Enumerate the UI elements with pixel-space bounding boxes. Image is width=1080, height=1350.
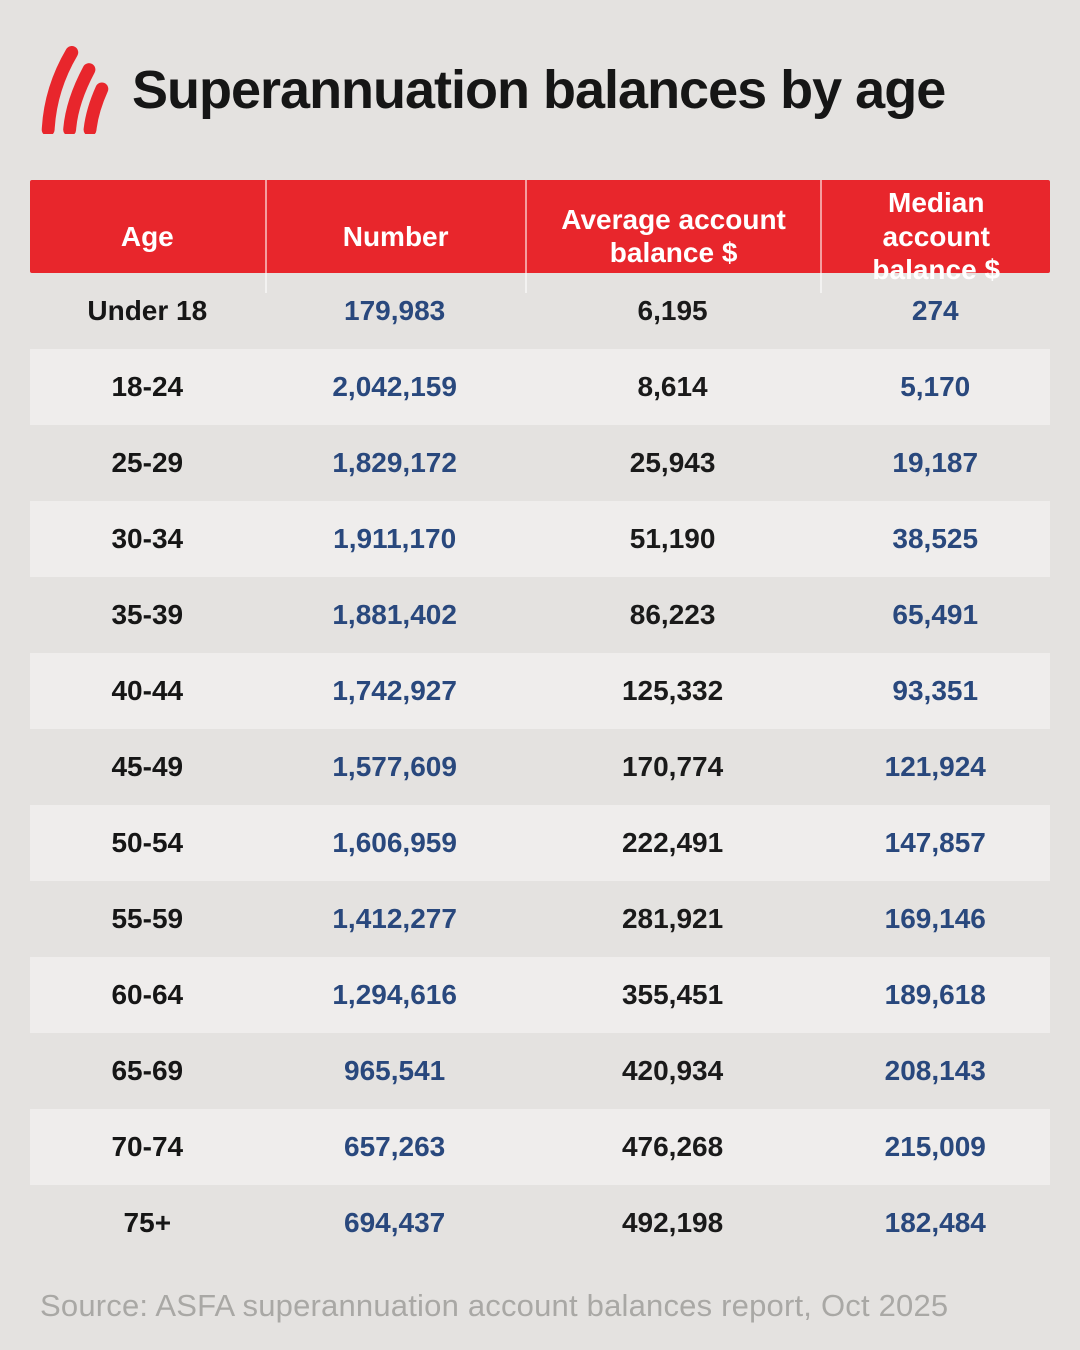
cell-average-balance: 51,190 (629, 523, 716, 554)
cell-age: Under 18 (87, 295, 208, 326)
cell-number: 2,042,159 (332, 371, 457, 402)
cell-median-balance: 5,170 (900, 371, 971, 402)
table-row: 45-49 1,577,609 170,774 121,924 (30, 729, 1050, 805)
cell-age: 45-49 (111, 751, 184, 782)
masthead: Superannuation balances by age (30, 0, 1050, 180)
cell-age: 40-44 (111, 675, 184, 706)
cell-number: 179,983 (344, 295, 446, 326)
cell-number: 657,263 (344, 1131, 446, 1162)
cell-average-balance: 420,934 (621, 1055, 724, 1086)
table-row: 50-54 1,606,959 222,491 147,857 (30, 805, 1050, 881)
table-row: 65-69 965,541 420,934 208,143 (30, 1033, 1050, 1109)
cell-median-balance: 169,146 (884, 903, 986, 934)
cell-number: 1,294,616 (332, 979, 457, 1010)
cell-median-balance: 208,143 (884, 1055, 986, 1086)
cell-number: 1,412,277 (332, 903, 457, 934)
cell-age: 18-24 (111, 371, 184, 402)
cell-median-balance: 189,618 (884, 979, 986, 1010)
source-attribution: Source: ASFA superannuation account bala… (40, 1287, 949, 1323)
cell-age: 25-29 (111, 447, 184, 478)
table-row: Under 18 179,983 6,195 274 (30, 273, 1050, 349)
cell-average-balance: 222,491 (621, 827, 724, 858)
table-row: 75+ 694,437 492,198 182,484 (30, 1185, 1050, 1261)
table-row: 30-34 1,911,170 51,190 38,525 (30, 501, 1050, 577)
table-header-row: Age Number Average account balance $ Med… (30, 180, 1050, 293)
cell-average-balance: 281,921 (621, 903, 724, 934)
cell-average-balance: 6,195 (637, 295, 708, 326)
cell-age: 65-69 (111, 1055, 184, 1086)
cell-number: 1,829,172 (332, 447, 457, 478)
cell-average-balance: 25,943 (629, 447, 716, 478)
cell-average-balance: 492,198 (621, 1207, 724, 1238)
page-title: Superannuation balances by age (132, 60, 946, 120)
cell-median-balance: 19,187 (892, 447, 979, 478)
cell-median-balance: 182,484 (884, 1207, 986, 1238)
cell-number: 965,541 (344, 1055, 446, 1086)
cell-median-balance: 65,491 (892, 599, 979, 630)
cell-average-balance: 355,451 (621, 979, 724, 1010)
cell-median-balance: 274 (911, 295, 959, 326)
table-row: 18-24 2,042,159 8,614 5,170 (30, 349, 1050, 425)
cell-median-balance: 93,351 (892, 675, 979, 706)
cell-median-balance: 38,525 (892, 523, 979, 554)
table-row: 40-44 1,742,927 125,332 93,351 (30, 653, 1050, 729)
cell-average-balance: 8,614 (637, 371, 708, 402)
table-body: Under 18 179,983 6,195 274 18-24 2,042,1… (30, 273, 1050, 1261)
cell-age: 50-54 (111, 827, 184, 858)
column-header-number: Number (264, 180, 525, 293)
column-header-age: Age (120, 220, 174, 252)
cell-number: 1,881,402 (332, 599, 457, 630)
sbs-logo-icon (40, 46, 110, 134)
cell-age: 70-74 (111, 1131, 184, 1162)
cell-average-balance: 170,774 (621, 751, 724, 782)
column-header-average-balance: Average account balance $ (524, 180, 821, 293)
cell-age: 35-39 (111, 599, 184, 630)
cell-number: 1,606,959 (332, 827, 457, 858)
cell-number: 1,742,927 (332, 675, 457, 706)
cell-median-balance: 215,009 (884, 1131, 986, 1162)
cell-age: 30-34 (111, 523, 184, 554)
table-row: 60-64 1,294,616 355,451 189,618 (30, 957, 1050, 1033)
cell-age: 60-64 (111, 979, 184, 1010)
superannuation-table: Age Number Average account balance $ Med… (30, 180, 1050, 1261)
table-row: 70-74 657,263 476,268 215,009 (30, 1109, 1050, 1185)
cell-number: 694,437 (344, 1207, 446, 1238)
cell-age: 75+ (123, 1207, 172, 1238)
cell-number: 1,911,170 (333, 523, 457, 554)
column-header-median-balance: Median account balance $ (820, 180, 1050, 293)
cell-average-balance: 86,223 (629, 599, 716, 630)
table-row: 35-39 1,881,402 86,223 65,491 (30, 577, 1050, 653)
cell-median-balance: 121,924 (884, 751, 986, 782)
table-row: 25-29 1,829,172 25,943 19,187 (30, 425, 1050, 501)
cell-number: 1,577,609 (332, 751, 457, 782)
cell-average-balance: 476,268 (621, 1131, 724, 1162)
cell-age: 55-59 (111, 903, 184, 934)
table-row: 55-59 1,412,277 281,921 169,146 (30, 881, 1050, 957)
cell-median-balance: 147,857 (884, 827, 986, 858)
footer: Source: ASFA superannuation account bala… (30, 1261, 1050, 1350)
cell-average-balance: 125,332 (621, 675, 724, 706)
